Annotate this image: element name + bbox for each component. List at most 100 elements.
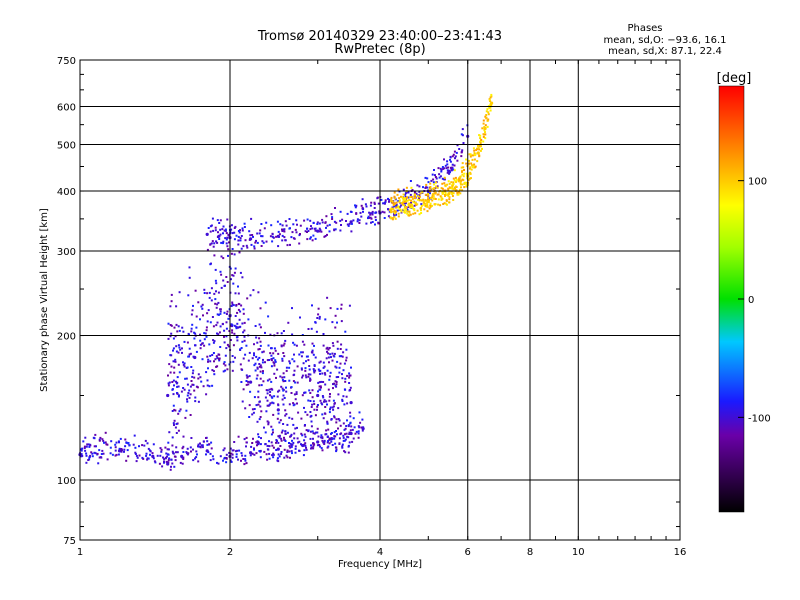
echo-point	[237, 292, 240, 295]
echo-point	[216, 332, 218, 335]
echo-point	[484, 115, 487, 118]
echo-point	[191, 375, 194, 378]
echo-point	[231, 355, 234, 357]
echo-point	[342, 439, 345, 442]
echo-point	[355, 204, 358, 207]
grid-lines	[80, 60, 680, 540]
echo-point	[281, 234, 284, 237]
echo-point	[160, 448, 163, 451]
echo-point	[357, 436, 360, 439]
echo-point	[318, 370, 321, 373]
trace-point	[447, 169, 451, 173]
echo-point	[429, 205, 432, 208]
echo-point	[174, 459, 177, 462]
echo-point	[253, 408, 256, 410]
y-tick-label: 500	[57, 141, 76, 152]
echo-point	[332, 383, 334, 386]
echo-point	[318, 381, 321, 384]
echo-point	[329, 393, 331, 395]
echo-point	[196, 386, 199, 389]
echo-point	[243, 463, 246, 466]
echo-point	[296, 223, 298, 226]
echo-point	[454, 176, 457, 179]
echo-point	[146, 442, 149, 445]
echo-point	[275, 441, 277, 444]
echo-point	[309, 377, 312, 380]
trace-point	[476, 151, 480, 155]
echo-point	[473, 166, 476, 169]
echo-point	[423, 200, 426, 203]
echo-point	[214, 229, 217, 232]
echo-point	[233, 231, 236, 234]
echo-point	[273, 395, 276, 398]
echo-point	[376, 197, 379, 200]
echo-point	[418, 191, 421, 193]
echo-point	[461, 178, 464, 181]
echo-point	[138, 454, 141, 457]
echo-point	[209, 321, 212, 324]
echo-point	[361, 198, 364, 201]
echo-point	[199, 442, 201, 445]
echo-point	[251, 452, 254, 455]
echo-point	[451, 195, 454, 197]
echo-point	[233, 324, 236, 327]
echo-point	[377, 202, 380, 205]
echo-point	[117, 453, 120, 456]
echo-point	[275, 376, 277, 379]
echo-point	[199, 376, 202, 379]
echo-point	[316, 317, 319, 319]
echo-point	[266, 444, 269, 447]
echo-point	[444, 202, 447, 205]
echo-point	[340, 343, 343, 346]
echo-point	[316, 427, 319, 430]
echo-point	[192, 459, 195, 462]
echo-point	[410, 196, 413, 198]
echo-point	[90, 451, 93, 454]
data-points	[78, 93, 494, 471]
echo-point	[225, 242, 228, 245]
echo-point	[208, 343, 211, 346]
echo-point	[422, 201, 425, 204]
trace-point	[426, 200, 430, 204]
echo-point	[270, 441, 273, 444]
echo-point	[85, 461, 88, 464]
echo-point	[412, 212, 415, 215]
echo-point	[295, 231, 298, 234]
echo-point	[313, 432, 316, 435]
echo-point	[255, 452, 258, 455]
echo-point	[328, 378, 331, 381]
echo-point	[221, 228, 224, 231]
echo-point	[190, 437, 193, 439]
echo-point	[478, 148, 481, 151]
echo-point	[253, 343, 255, 346]
colorbar-label: [deg]	[717, 71, 752, 86]
echo-point	[370, 201, 373, 204]
echo-point	[346, 223, 349, 226]
echo-point	[232, 282, 235, 285]
echo-point	[91, 452, 94, 455]
echo-point	[457, 180, 460, 183]
echo-point	[180, 390, 183, 393]
echo-point	[175, 305, 178, 308]
echo-point	[395, 206, 397, 209]
echo-point	[256, 444, 258, 447]
echo-point	[175, 323, 178, 326]
echo-point	[314, 237, 317, 240]
echo-point	[214, 279, 217, 282]
echo-point	[446, 194, 449, 196]
echo-point	[174, 409, 177, 412]
echo-point	[490, 95, 493, 98]
echo-point	[260, 384, 263, 387]
echo-point	[282, 403, 285, 406]
trace-point	[316, 440, 320, 444]
echo-point	[226, 310, 229, 313]
echo-point	[402, 193, 405, 196]
echo-point	[165, 460, 168, 463]
echo-point	[182, 445, 185, 448]
echo-point	[304, 442, 307, 445]
trace-point	[349, 220, 353, 224]
echo-point	[234, 292, 237, 295]
echo-point	[226, 245, 229, 248]
echo-point	[123, 448, 126, 451]
